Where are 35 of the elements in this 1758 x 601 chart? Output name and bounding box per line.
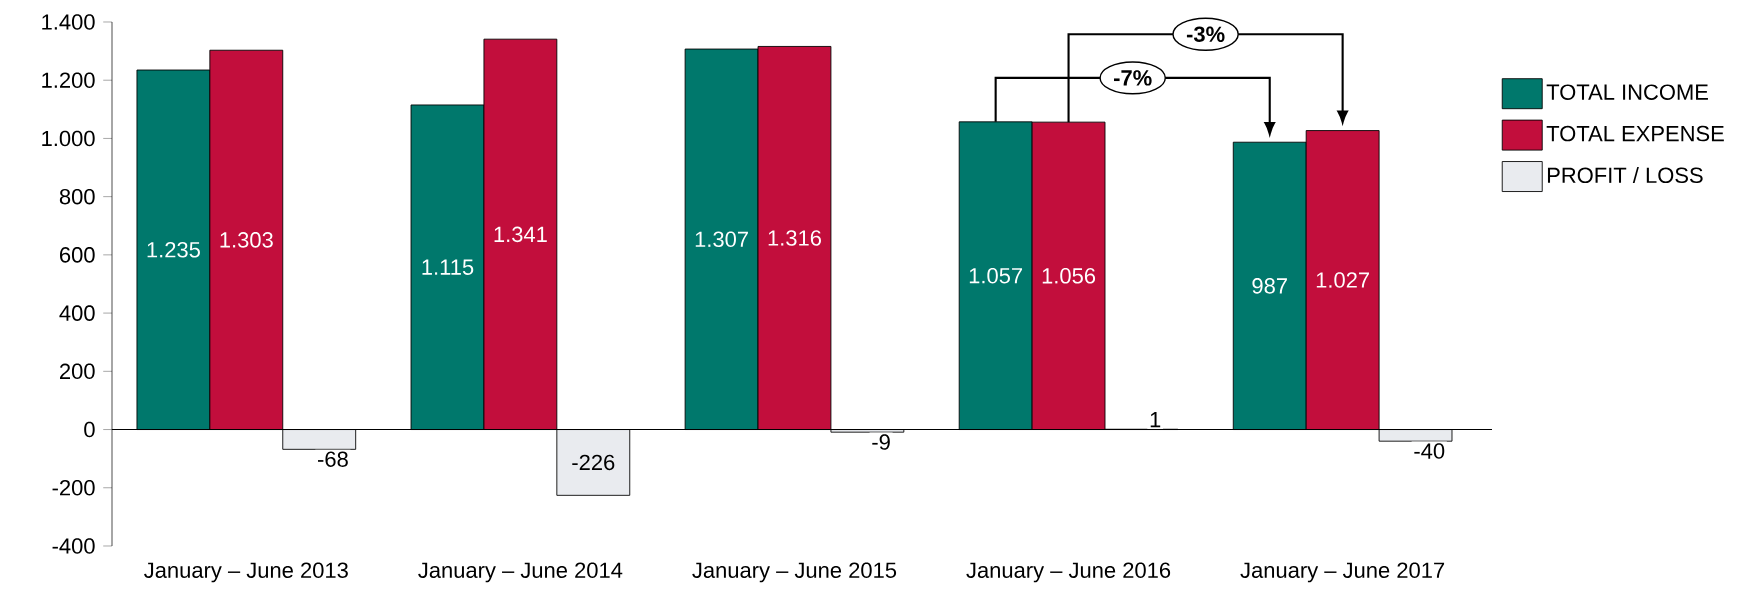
data-label: 1.307 <box>695 231 748 248</box>
data-label: -226 <box>572 454 615 471</box>
y-tick-label: 1.400 <box>42 14 95 30</box>
annotation: -3% <box>1186 26 1225 43</box>
y-tick-label: 200 <box>60 363 95 380</box>
data-label: -68 <box>318 451 348 467</box>
data-label: -9 <box>872 434 890 450</box>
data-label: 1.316 <box>768 230 821 246</box>
annotation: -7% <box>1114 70 1152 86</box>
y-tick-label: -400 <box>52 538 95 554</box>
x-tick-label: January – June 2017 <box>1240 562 1445 583</box>
legend-label: TOTAL INCOME <box>1546 84 1708 100</box>
data-label: 1.303 <box>220 232 273 248</box>
x-tick-label: January – June 2015 <box>692 562 897 583</box>
x-tick-label: January – June 2016 <box>966 562 1171 583</box>
x-tick-label: January – June 2014 <box>418 562 623 583</box>
data-label: 1.341 <box>494 226 547 243</box>
data-label: 1.115 <box>422 259 474 275</box>
legend-label: PROFIT / LOSS <box>1547 166 1703 184</box>
legend-label: TOTAL EXPENSE <box>1546 125 1724 142</box>
y-tick-label: 400 <box>59 305 95 321</box>
data-label: -40 <box>1414 443 1445 459</box>
data-label: 1.235 <box>147 242 200 258</box>
data-label: 1.056 <box>1042 268 1096 284</box>
y-tick-label: 1.200 <box>42 72 95 88</box>
y-tick-label: 800 <box>59 188 95 205</box>
y-tick-label: -200 <box>52 480 95 496</box>
y-tick-label: 1.000 <box>42 130 95 147</box>
y-tick-label: 600 <box>60 247 95 263</box>
data-label: 1 <box>1150 412 1161 428</box>
data-label: 1.057 <box>969 267 1023 284</box>
x-tick-label: January – June 2013 <box>144 562 348 583</box>
data-label: 1.027 <box>1316 272 1370 288</box>
data-label: 987 <box>1252 278 1287 294</box>
y-tick-label: 0 <box>84 421 95 438</box>
